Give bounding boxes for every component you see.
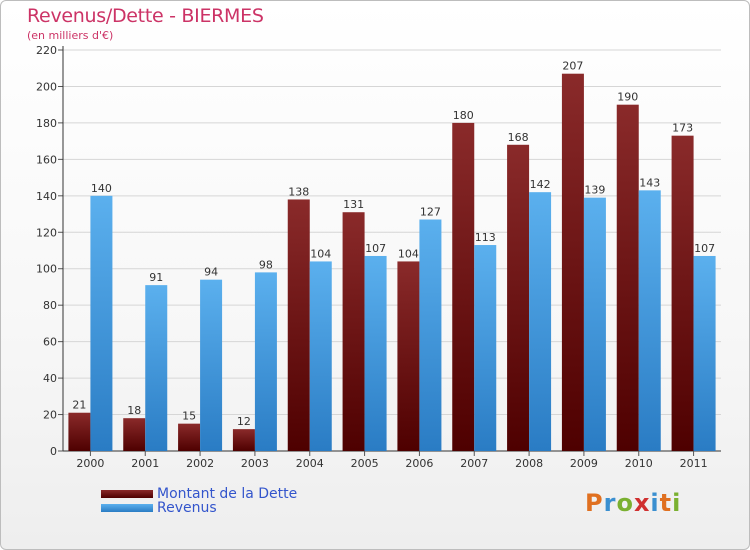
logo-letter: i xyxy=(650,489,660,517)
legend-swatch-revenus xyxy=(101,504,153,512)
logo-letter: r xyxy=(603,489,617,517)
chart-subtitle: (en milliers d'€) xyxy=(27,29,114,42)
data-label: 15 xyxy=(182,410,196,423)
x-tick-label: 2009 xyxy=(570,457,598,470)
bar-layer xyxy=(68,73,716,452)
bar-revenus xyxy=(145,285,168,451)
bar-debt xyxy=(287,199,310,451)
y-tick-label: 120 xyxy=(36,226,57,239)
bar-debt xyxy=(616,104,639,451)
legend-label-revenus: Revenus xyxy=(157,500,217,516)
y-tick-label: 100 xyxy=(36,263,57,276)
x-tick-label: 2006 xyxy=(405,457,433,470)
data-label: 12 xyxy=(237,415,251,428)
x-tick-label: 2000 xyxy=(76,457,104,470)
y-tick-label: 0 xyxy=(50,445,57,458)
legend-label-debt: Montant de la Dette xyxy=(157,486,298,502)
data-label: 131 xyxy=(343,198,364,211)
legend-swatch-debt xyxy=(101,490,153,498)
data-label: 168 xyxy=(508,131,529,144)
data-label: 140 xyxy=(91,182,112,195)
y-tick-label: 20 xyxy=(43,409,57,422)
y-tick-label: 140 xyxy=(36,190,57,203)
data-label: 143 xyxy=(639,176,660,189)
bar-revenus xyxy=(254,272,277,451)
logo-letter: P xyxy=(585,489,604,517)
data-label: 107 xyxy=(365,242,386,255)
bar-revenus xyxy=(583,197,606,451)
bar-revenus xyxy=(693,255,716,451)
bar-debt xyxy=(68,412,91,451)
bar-debt xyxy=(561,73,584,451)
legend-item-revenus: Revenus xyxy=(101,500,297,516)
bar-revenus xyxy=(200,279,223,451)
x-tick-label: 2008 xyxy=(515,457,543,470)
data-label: 113 xyxy=(475,231,496,244)
data-label: 91 xyxy=(149,271,163,284)
logo-letter: i xyxy=(672,489,682,517)
data-label: 104 xyxy=(398,247,419,260)
label-layer: 0 20 40 60 80 100 120 140 160 180 200 220 21 140 2000 1… xyxy=(36,44,715,470)
logo-letter: x xyxy=(633,489,651,517)
data-label: 107 xyxy=(694,242,715,255)
bar-debt xyxy=(671,135,694,451)
grid-layer xyxy=(58,46,721,456)
y-tick-label: 200 xyxy=(36,80,57,93)
y-tick-label: 80 xyxy=(43,299,57,312)
bar-debt xyxy=(342,212,365,451)
x-tick-label: 2003 xyxy=(241,457,269,470)
bar-revenus xyxy=(474,245,497,451)
y-tick-label: 40 xyxy=(43,372,57,385)
bar-debt xyxy=(397,261,420,451)
bar-revenus xyxy=(638,190,661,451)
x-tick-label: 2007 xyxy=(460,457,488,470)
data-label: 142 xyxy=(530,178,551,191)
proxiti-logo: Proxiti xyxy=(585,489,681,517)
data-label: 139 xyxy=(584,184,605,197)
data-label: 138 xyxy=(288,185,309,198)
data-label: 190 xyxy=(617,91,638,104)
x-tick-label: 2011 xyxy=(680,457,708,470)
data-label: 21 xyxy=(72,399,86,412)
x-tick-label: 2004 xyxy=(296,457,324,470)
data-label: 98 xyxy=(259,258,273,271)
legend: Montant de la Dette Revenus xyxy=(101,486,298,516)
x-tick-label: 2002 xyxy=(186,457,214,470)
bar-revenus xyxy=(529,192,552,451)
bar-debt xyxy=(507,144,530,452)
bar-debt xyxy=(123,418,146,451)
data-label: 173 xyxy=(672,122,693,135)
x-tick-label: 2005 xyxy=(351,457,379,470)
data-label: 127 xyxy=(420,206,441,219)
bar-revenus xyxy=(419,219,442,451)
y-tick-label: 160 xyxy=(36,153,57,166)
logo-letter: o xyxy=(616,489,634,517)
legend-item-debt: Montant de la Dette xyxy=(101,486,298,502)
bar-revenus xyxy=(309,261,332,451)
data-label: 18 xyxy=(127,404,141,417)
chart-title: Revenus/Dette - BIERMES xyxy=(27,5,264,27)
bar-revenus xyxy=(364,255,387,451)
x-tick-label: 2001 xyxy=(131,457,159,470)
data-label: 94 xyxy=(204,266,218,279)
x-tick-label: 2010 xyxy=(625,457,653,470)
y-tick-label: 60 xyxy=(43,336,57,349)
y-tick-label: 220 xyxy=(36,44,57,57)
logo-letter: t xyxy=(659,489,673,517)
bar-revenus xyxy=(90,195,113,451)
bar-debt xyxy=(452,122,475,451)
bar-debt xyxy=(178,423,201,451)
data-label: 180 xyxy=(453,109,474,122)
y-tick-label: 180 xyxy=(36,117,57,130)
bar-debt xyxy=(232,429,255,451)
data-label: 104 xyxy=(310,247,331,260)
data-label: 207 xyxy=(562,60,583,73)
